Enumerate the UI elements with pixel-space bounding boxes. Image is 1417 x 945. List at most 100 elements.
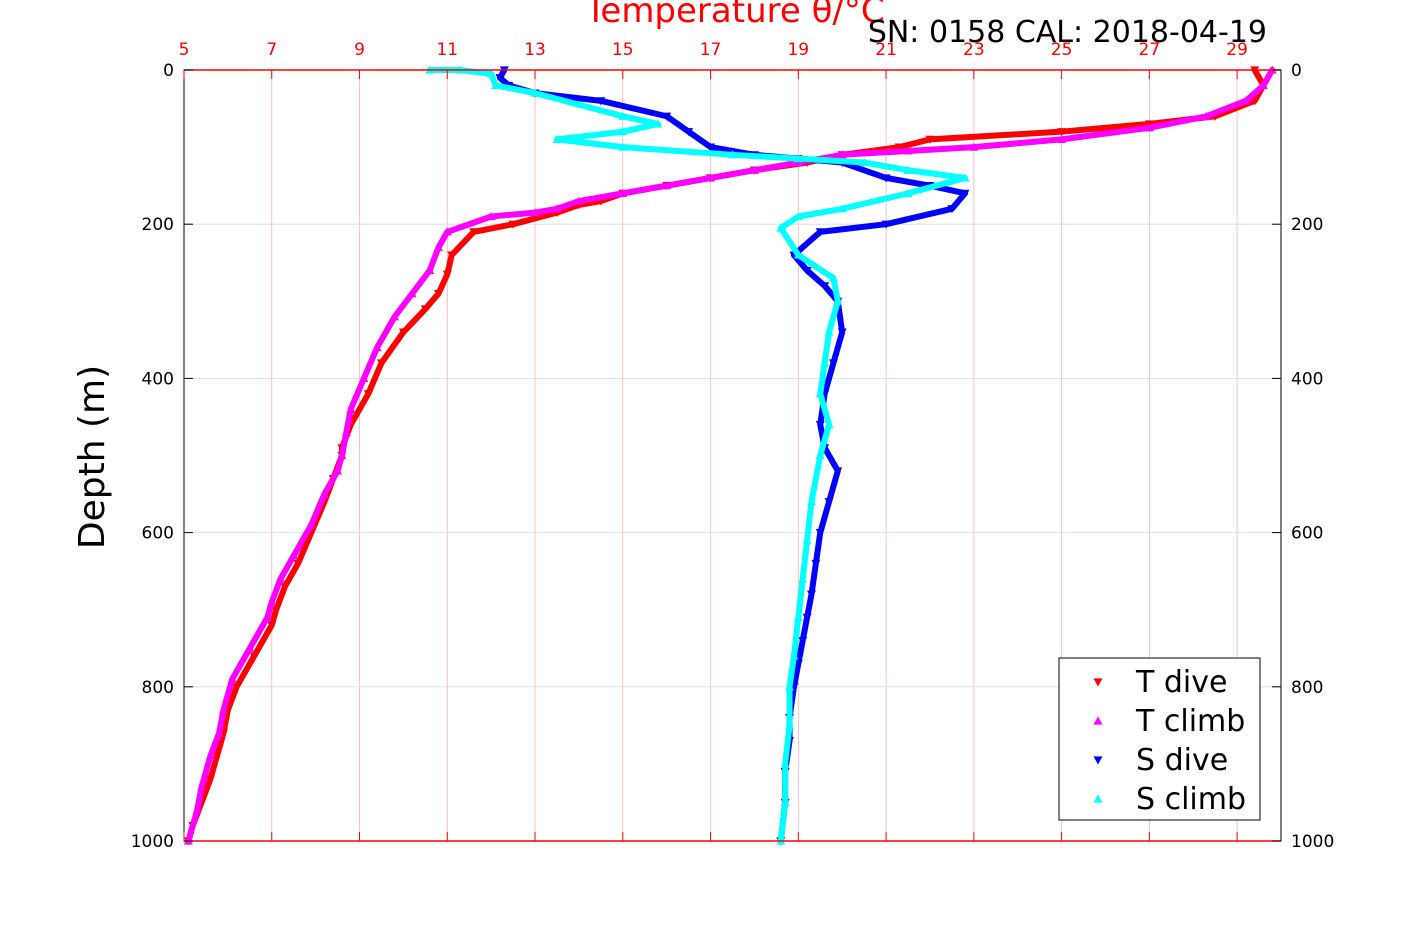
- x-tick-label: 17: [700, 40, 722, 60]
- data-point: [618, 142, 628, 151]
- legend: T dive T climb S dive S climb: [1058, 657, 1261, 821]
- data-point: [837, 328, 847, 337]
- data-point: [306, 520, 316, 529]
- data-point: [859, 158, 869, 167]
- data-point: [776, 223, 786, 232]
- data-point: [789, 651, 799, 660]
- y-tick-label-right: 1000: [1291, 832, 1334, 852]
- x-tick-label: 9: [354, 40, 365, 60]
- series-trace: [496, 67, 969, 844]
- data-point: [833, 467, 843, 476]
- data-point: [359, 373, 369, 382]
- chart-title: Temperature θ/°C: [584, 0, 884, 31]
- data-point: [245, 643, 255, 652]
- data-point: [552, 134, 562, 143]
- data-point: [815, 529, 825, 538]
- data-point: [420, 305, 430, 314]
- data-point: [833, 296, 843, 305]
- data-point: [824, 420, 834, 429]
- x-tick-label: 5: [179, 40, 190, 60]
- data-point: [491, 80, 501, 90]
- data-point: [227, 674, 237, 683]
- x-tick-label: 29: [1226, 40, 1248, 60]
- x-tick-label: 25: [1051, 40, 1073, 60]
- data-point: [442, 270, 452, 279]
- data-point: [552, 204, 562, 213]
- legend-label: S climb: [1136, 782, 1246, 817]
- data-point: [815, 228, 825, 237]
- data-point: [276, 574, 286, 583]
- data-point: [197, 782, 207, 791]
- data-point: [793, 612, 803, 622]
- data-point: [596, 97, 606, 106]
- data-point: [828, 359, 838, 368]
- data-point: [662, 181, 672, 190]
- data-point: [232, 683, 242, 692]
- data-point: [341, 427, 351, 436]
- data-point: [728, 150, 737, 159]
- data-point: [293, 559, 303, 568]
- y-tick-label-left: 1000: [131, 832, 174, 852]
- data-point: [947, 205, 957, 214]
- data-point: [881, 220, 891, 229]
- data-point: [346, 404, 356, 413]
- x-tick-label: 13: [524, 40, 546, 60]
- data-point: [469, 228, 479, 237]
- data-point: [793, 211, 803, 221]
- data-point: [662, 112, 672, 121]
- data-point: [1250, 97, 1260, 106]
- data-point: [337, 451, 347, 460]
- y-tick-label-right: 800: [1291, 678, 1323, 698]
- y-tick-label-right: 0: [1291, 61, 1302, 81]
- data-point: [192, 805, 202, 814]
- data-point: [486, 211, 496, 221]
- y-tick-label-right: 400: [1291, 369, 1323, 389]
- data-point: [802, 266, 812, 275]
- chart-subtitle: SN: 0158 CAL: 2018-04-19: [868, 15, 1267, 50]
- y-axis-label: Depth (m): [72, 365, 113, 549]
- data-point: [837, 204, 847, 213]
- data-point: [267, 621, 277, 630]
- data-point: [267, 597, 277, 606]
- legend-marker: [1093, 756, 1103, 765]
- data-point: [280, 582, 290, 592]
- data-point: [793, 250, 803, 259]
- data-point: [618, 188, 628, 197]
- x-tick-label: 7: [266, 40, 277, 60]
- data-point: [903, 146, 913, 155]
- data-point: [793, 154, 803, 163]
- data-point: [806, 590, 816, 599]
- data-point: [815, 389, 825, 398]
- axis-ticks: 5 7 9 11 13 15 17 19 21 23 25 27 29 0 0 200 200 400 400 600…: [131, 40, 1335, 852]
- data-point: [780, 759, 790, 768]
- data-point: [1144, 123, 1154, 132]
- legend-label: T climb: [1135, 704, 1245, 739]
- data-point: [447, 251, 457, 260]
- data-point: [618, 127, 628, 136]
- data-point: [837, 150, 847, 159]
- series-s-climb: [425, 65, 970, 845]
- data-point: [806, 497, 816, 506]
- legend-label: T dive: [1135, 665, 1227, 700]
- data-point: [530, 88, 540, 97]
- data-point: [811, 559, 821, 568]
- data-point: [969, 142, 979, 151]
- data-point: [815, 451, 825, 460]
- y-tick-label-right: 600: [1291, 524, 1323, 544]
- data-point: [828, 273, 838, 282]
- y-tick-label-left: 800: [142, 678, 174, 698]
- data-point: [1057, 134, 1067, 143]
- data-point: [407, 289, 417, 298]
- data-point: [802, 613, 812, 622]
- data-point: [508, 220, 518, 229]
- data-point: [1241, 96, 1251, 105]
- legend-box: [1058, 657, 1261, 821]
- data-point: [425, 265, 435, 275]
- x-tick-label: 19: [787, 40, 809, 60]
- data-point: [271, 606, 281, 615]
- data-point: [684, 128, 694, 137]
- data-point: [376, 359, 386, 368]
- data-point: [903, 165, 913, 174]
- data-point: [960, 189, 970, 198]
